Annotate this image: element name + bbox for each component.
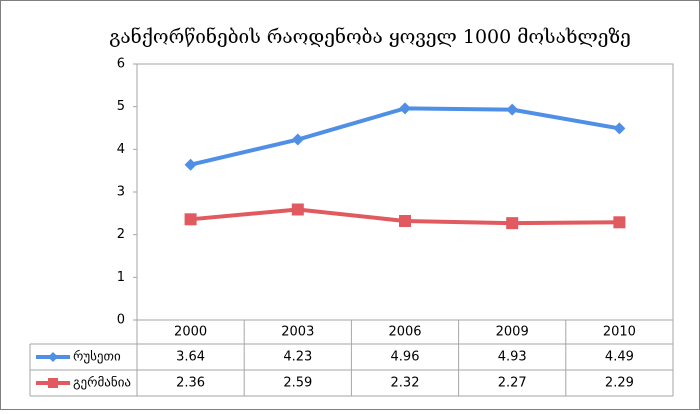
data-point <box>506 217 519 230</box>
table-value: 3.64 <box>176 350 205 365</box>
data-point <box>613 122 626 135</box>
data-point <box>184 213 197 226</box>
x-tick-label: 2003 <box>281 325 314 340</box>
chart-title: განქორწინების რაოდენობა ყოველ 1000 მოსახ… <box>109 26 631 48</box>
table-value: 4.23 <box>283 350 312 365</box>
table-value: 2.59 <box>283 376 312 391</box>
legend-label: რუსეთი <box>73 350 121 365</box>
legend-label: გერმანია <box>73 376 131 391</box>
y-tick-label: 4 <box>117 142 125 157</box>
x-tick-label: 2006 <box>388 325 421 340</box>
table-value: 2.27 <box>498 376 527 391</box>
data-point <box>399 102 411 115</box>
data-point <box>506 103 519 116</box>
data-point <box>291 203 304 216</box>
x-tick-label: 2010 <box>603 325 636 340</box>
y-tick-label: 5 <box>117 99 125 114</box>
x-tick-label: 2000 <box>174 325 207 340</box>
legend-marker <box>48 352 58 362</box>
data-point <box>613 216 626 229</box>
data-point <box>399 215 411 228</box>
y-tick-label: 3 <box>117 185 125 200</box>
table-value: 2.36 <box>176 376 205 391</box>
table-value: 4.49 <box>605 350 634 365</box>
table-value: 2.32 <box>391 376 420 391</box>
y-tick-label: 1 <box>117 270 125 285</box>
y-tick-label: 2 <box>117 227 125 242</box>
y-tick-label: 6 <box>117 57 125 72</box>
legend-marker <box>48 378 58 388</box>
table-value: 4.96 <box>391 350 420 365</box>
data-point <box>291 133 304 146</box>
table-value: 2.29 <box>605 376 634 391</box>
table-value: 4.93 <box>498 350 527 365</box>
data-point <box>184 158 197 171</box>
x-tick-label: 2009 <box>496 325 529 340</box>
y-tick-label: 0 <box>117 313 125 328</box>
